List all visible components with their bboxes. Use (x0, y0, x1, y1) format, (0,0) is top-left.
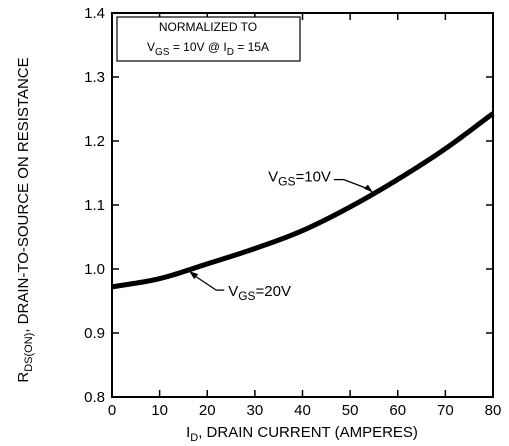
x-tick-label: 30 (247, 402, 264, 419)
x-tick-label: 40 (294, 402, 311, 419)
annotations: VGS=10V VGS=20V (189, 169, 373, 303)
y-tick-label: 1.0 (84, 261, 105, 278)
annotation-arrowhead (189, 271, 199, 280)
note-line-1: NORMALIZED TO (159, 20, 257, 34)
y-tick-label: 0.9 (84, 325, 105, 342)
x-tick-label: 0 (108, 402, 116, 419)
plot-frame (111, 12, 494, 398)
note-line-2: VGS = 10V @ ID = 15A (147, 40, 269, 58)
series-group (111, 111, 495, 290)
y-tick-label: 1.4 (84, 5, 105, 22)
y-tick-label: 0.8 (84, 389, 105, 406)
y-axis-ticks: 0.8 0.9 1.0 1.1 1.2 1.3 1.4 (84, 5, 493, 406)
x-axis-ticks: 0 10 20 30 40 50 60 70 80 (108, 13, 502, 419)
x-tick-label: 80 (485, 402, 502, 419)
note-box (116, 16, 301, 62)
y-tick-label: 1.3 (84, 69, 105, 86)
y-axis-title: RDS(ON), DRAIN-TO-SOURCE ON RESISTANCE (15, 57, 35, 382)
x-tick-label: 70 (437, 402, 454, 419)
annotation-label: VGS=10V (268, 169, 331, 189)
x-tick-label: 10 (151, 402, 168, 419)
series-line (111, 111, 495, 290)
x-tick-label: 20 (199, 402, 216, 419)
y-tick-label: 1.1 (84, 197, 105, 214)
annotation-leader (191, 273, 217, 291)
x-tick-label: 60 (389, 402, 406, 419)
annotation-arrowhead (363, 184, 373, 193)
normalization-note: NORMALIZED TO VGS = 10V @ ID = 15A (116, 16, 301, 62)
series-line (111, 111, 495, 290)
x-tick-label: 50 (342, 402, 359, 419)
x-axis-title: ID, DRAIN CURRENT (AMPERES) (186, 424, 418, 444)
annotation-label: VGS=20V (228, 283, 291, 303)
y-tick-label: 1.2 (84, 133, 105, 150)
